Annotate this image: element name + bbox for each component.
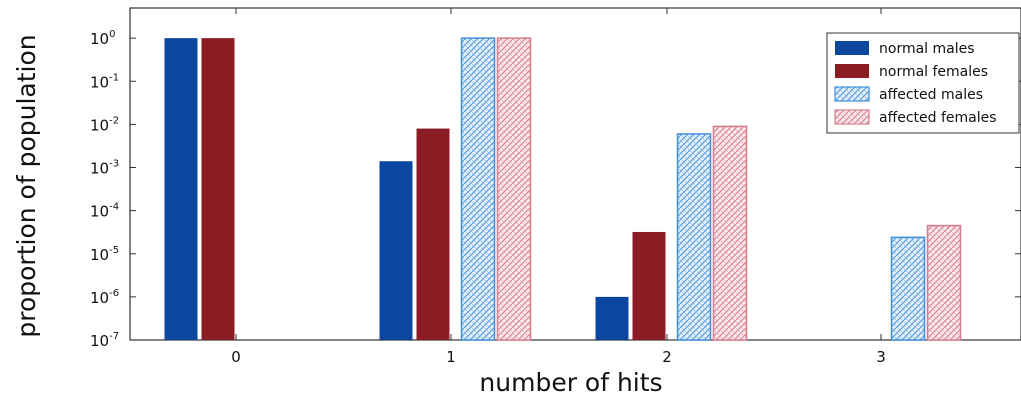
bar-normal-females-1	[416, 128, 450, 340]
y-tick-label: 10-7	[90, 331, 119, 350]
x-axis: 0 1 2 3	[231, 8, 886, 366]
legend-label: normal females	[879, 64, 988, 80]
legend-swatch	[835, 41, 869, 55]
legend-label: normal males	[879, 41, 975, 57]
y-tick-label: 10-6	[90, 288, 119, 307]
y-tick-label: 10-4	[90, 202, 119, 221]
x-axis-title: number of hits	[479, 368, 662, 397]
legend: normal males normal females affected males…	[826, 32, 1020, 134]
y-tick-label: 10-3	[90, 159, 119, 178]
bar-affected-males-1	[460, 37, 496, 341]
bar-normal-females-0	[201, 38, 235, 340]
bar-affected-males-2	[676, 133, 712, 341]
y-tick-label: 100	[90, 29, 115, 48]
bars-group	[164, 37, 962, 341]
bar-affected-females-3	[926, 224, 962, 341]
x-tick-label: 1	[446, 348, 456, 366]
legend-swatch	[834, 86, 870, 102]
y-tick-label: 10-2	[90, 115, 119, 134]
bar-normal-males-0	[164, 38, 198, 340]
y-tick-label: 10-5	[90, 245, 119, 264]
legend-swatch	[835, 64, 869, 78]
bar-normal-females-2	[632, 231, 666, 340]
legend-label: affected males	[879, 87, 983, 103]
bar-normal-males-1	[379, 161, 413, 340]
bar-affected-males-3	[890, 236, 926, 341]
y-axis-title: proportion of population	[12, 34, 41, 337]
bar-affected-females-1	[496, 37, 532, 341]
x-tick-label: 2	[662, 348, 672, 366]
legend-swatch	[834, 109, 870, 125]
legend-label: affected females	[879, 110, 997, 126]
bar-affected-females-2	[712, 125, 748, 341]
y-tick-label: 10-1	[90, 72, 119, 91]
x-tick-label: 0	[231, 348, 241, 366]
bar-normal-males-2	[595, 296, 629, 340]
y-axis: 100 10-1 10-2 10-3 10-4 10-5 10-6 10-7	[90, 29, 1021, 350]
x-tick-label: 3	[876, 348, 886, 366]
